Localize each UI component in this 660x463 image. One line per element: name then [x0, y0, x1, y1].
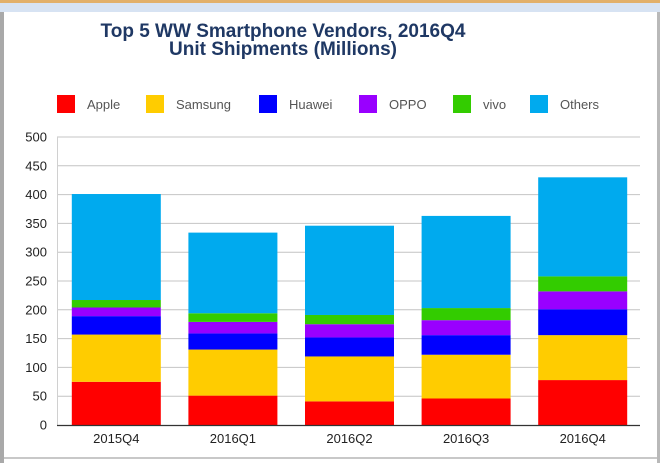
legend-swatch: [359, 95, 377, 113]
bar-segment-samsung-2016q4: [538, 335, 628, 381]
chart-subtitle: Unit Shipments (Millions): [169, 39, 397, 60]
y-tick-label: 250: [25, 274, 47, 289]
bar-segment-oppo-2016q1: [188, 321, 278, 334]
y-tick-label: 50: [33, 389, 47, 404]
bar-segment-oppo-2015q4: [71, 307, 161, 317]
bar-segment-oppo-2016q3: [421, 320, 511, 336]
bar-segment-huawei-2016q1: [188, 333, 278, 350]
legend-swatch: [259, 95, 277, 113]
bar-segment-others-2016q3: [421, 215, 511, 309]
bar-segment-apple-2016q1: [188, 395, 278, 425]
window-bottom-border: [4, 457, 657, 459]
legend-swatch: [146, 95, 164, 113]
x-tick-label: 2016Q4: [560, 431, 606, 446]
bar-segment-others-2016q4: [538, 177, 628, 277]
bar-segment-vivo-2016q1: [188, 313, 278, 322]
y-tick-label: 150: [25, 331, 47, 346]
bar-segment-huawei-2015q4: [71, 316, 161, 335]
chart-title: Top 5 WW Smartphone Vendors, 2016Q4: [100, 21, 466, 42]
y-tick-label: 100: [25, 360, 47, 375]
y-tick-label: 300: [25, 245, 47, 260]
bar-segment-vivo-2015q4: [71, 300, 161, 308]
x-tick-label: 2015Q4: [93, 431, 139, 446]
bar-segment-vivo-2016q3: [421, 308, 511, 321]
y-tick-label: 450: [25, 158, 47, 173]
bar-segment-apple-2016q3: [421, 398, 511, 425]
x-tick-label: 2016Q2: [326, 431, 372, 446]
bar-segment-samsung-2016q2: [305, 356, 394, 402]
bar-segment-apple-2016q2: [305, 401, 394, 425]
bar-segment-huawei-2016q4: [538, 309, 628, 336]
legend-swatch: [453, 95, 471, 113]
chart-legend: Apple Samsung Huawei OPPO vivo Others: [0, 94, 660, 114]
bar-segment-others-2015q4: [71, 194, 161, 301]
window-top-border: [0, 0, 660, 3]
y-tick-label: 400: [25, 187, 47, 202]
legend-label: Others: [560, 97, 600, 112]
bar-segment-huawei-2016q3: [421, 335, 511, 355]
x-tick-label: 2016Q1: [210, 431, 256, 446]
x-tick-label: 2016Q3: [443, 431, 489, 446]
y-tick-label: 500: [25, 130, 47, 145]
bar-segment-vivo-2016q2: [305, 314, 394, 325]
bar-segment-oppo-2016q2: [305, 324, 394, 338]
legend-label: Apple: [87, 97, 121, 112]
legend-swatch: [530, 95, 548, 113]
bar-segment-others-2016q2: [305, 225, 394, 315]
legend-label: Samsung: [176, 97, 231, 112]
legend-label: OPPO: [389, 97, 427, 112]
bar-segment-samsung-2015q4: [71, 334, 161, 382]
y-tick-label: 0: [40, 418, 47, 433]
bar-segment-samsung-2016q1: [188, 349, 278, 396]
bar-segment-oppo-2016q4: [538, 291, 628, 310]
bar-segment-others-2016q1: [188, 232, 278, 314]
bar-segment-apple-2016q4: [538, 380, 628, 425]
bar-segment-vivo-2016q4: [538, 276, 628, 292]
legend-label: Huawei: [289, 97, 333, 112]
y-tick-label: 200: [25, 302, 47, 317]
bar-segment-huawei-2016q2: [305, 337, 394, 357]
bar-segment-samsung-2016q3: [421, 354, 511, 399]
legend-label: vivo: [483, 97, 507, 112]
legend-swatch: [57, 95, 75, 113]
window-header-band: [0, 3, 660, 12]
y-tick-label: 350: [25, 216, 47, 231]
bar-segment-apple-2015q4: [71, 381, 161, 425]
